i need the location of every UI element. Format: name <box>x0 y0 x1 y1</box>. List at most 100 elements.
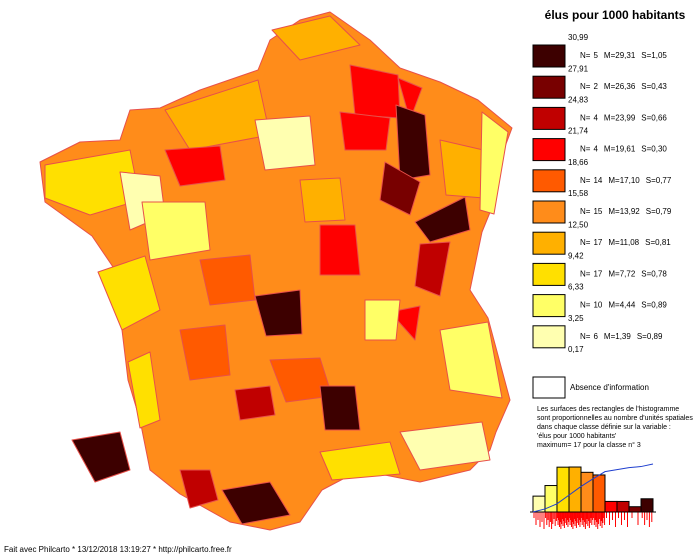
class-swatch <box>532 231 566 255</box>
class-stats: N= 6 M=1,39 S=0,89 <box>580 332 663 341</box>
department <box>127 351 161 429</box>
class-stats: N= 17 M=11,08 S=0,81 <box>580 238 671 247</box>
class-swatch <box>532 75 566 99</box>
stat: N= <box>580 51 591 60</box>
stat: 0,77 <box>656 176 672 185</box>
department <box>179 469 219 509</box>
stat: 0,43 <box>651 82 667 91</box>
department <box>319 385 361 431</box>
stat: 29,31 <box>615 51 636 60</box>
department <box>97 255 161 331</box>
stat: S= <box>641 301 651 310</box>
stat: N= <box>580 207 591 216</box>
stat: N= <box>580 301 591 310</box>
class-bound: 24,83 <box>568 96 589 105</box>
stat: 15 <box>593 207 602 216</box>
stat: 10 <box>593 301 602 310</box>
class-swatch <box>532 200 566 224</box>
class-stats: N= 15 M=13,92 S=0,79 <box>580 207 672 216</box>
department <box>414 196 471 243</box>
note-line: maximum= 17 pour la classe n° 3 <box>537 441 641 449</box>
stat: S= <box>646 176 656 185</box>
histogram-bar <box>640 498 654 513</box>
stat: N= <box>580 145 591 154</box>
class-bound: 30,99 <box>568 33 589 42</box>
class-bound: 27,91 <box>568 64 589 73</box>
stat: M= <box>604 145 616 154</box>
note-line: sont proportionnelles au nombre d'unités… <box>537 415 693 422</box>
department <box>199 254 256 306</box>
class-stats: N= 14 M=17,10 S=0,77 <box>580 176 672 185</box>
stat: 11,08 <box>620 238 640 247</box>
class-stats: N= 5 M=29,31 S=1,05 <box>580 51 667 60</box>
department <box>271 15 361 61</box>
stat: 14 <box>593 176 602 185</box>
class-swatch <box>532 325 566 349</box>
department <box>479 111 509 215</box>
class-swatch <box>532 294 566 318</box>
stat: S= <box>645 238 655 247</box>
stat: 0,30 <box>651 145 667 154</box>
stat: M= <box>604 332 616 341</box>
notes: Les surfaces des rectangles de l'histogr… <box>537 406 693 449</box>
stat: 0,89 <box>651 301 667 310</box>
stat: S= <box>646 207 656 216</box>
stat: 19,61 <box>615 145 636 154</box>
class-swatch <box>532 106 566 130</box>
stat: N= <box>580 82 591 91</box>
stat: M= <box>608 176 620 185</box>
stat: M= <box>604 114 616 123</box>
department <box>164 145 226 187</box>
legend: 30,99 27,91 24,83 21,74 18,66 15,58 12,50 9,42 6… <box>532 33 672 354</box>
stat: S= <box>641 114 651 123</box>
department <box>221 481 291 525</box>
stat: 26,36 <box>615 82 636 91</box>
stat: 17 <box>593 238 602 247</box>
department <box>299 177 346 223</box>
stat: S= <box>641 145 651 154</box>
note-line: Les surfaces des rectangles de l'histogr… <box>537 406 679 413</box>
class-bound: 18,66 <box>568 158 589 167</box>
department <box>439 321 503 399</box>
histogram-bar <box>568 466 582 513</box>
stat: 0,89 <box>647 332 663 341</box>
department <box>399 421 491 471</box>
note-line: 'élus pour 1000 habitants' <box>537 433 616 440</box>
class-bound: 6,33 <box>568 283 584 292</box>
class-bound: 12,50 <box>568 220 589 229</box>
class-bound: 21,74 <box>568 127 589 136</box>
histogram-bar <box>592 474 606 513</box>
department <box>44 149 141 216</box>
class-bound: 3,25 <box>568 314 584 323</box>
class-stats: N= 4 M=19,61 S=0,30 <box>580 145 667 154</box>
stat: M= <box>608 301 620 310</box>
class-stats: N= 10 M=4,44 S=0,89 <box>580 301 667 310</box>
department <box>319 224 361 276</box>
class-swatch <box>532 169 566 193</box>
stat: 13,92 <box>620 207 641 216</box>
stat: N= <box>580 332 591 341</box>
stat: 4,44 <box>620 301 636 310</box>
stat: S= <box>637 332 647 341</box>
stat: S= <box>641 51 651 60</box>
stat: 0,78 <box>651 270 667 279</box>
stat: 0,66 <box>651 114 667 123</box>
stat: N= <box>580 238 591 247</box>
stat: 4 <box>593 114 598 123</box>
histogram-bar <box>580 471 594 513</box>
class-stats: N= 4 M=23,99 S=0,66 <box>580 114 667 123</box>
class-bound: 9,42 <box>568 252 584 261</box>
stat: M= <box>608 207 620 216</box>
stat: M= <box>608 238 620 247</box>
histogram-bar <box>604 500 618 513</box>
stat: N= <box>580 176 591 185</box>
department <box>71 431 131 483</box>
stat: M= <box>608 270 620 279</box>
stat: 6 <box>593 332 598 341</box>
department <box>234 385 276 421</box>
histogram-bar <box>616 500 630 513</box>
stat: 17 <box>593 270 602 279</box>
histogram-bar <box>556 466 570 513</box>
class-swatch <box>532 44 566 68</box>
